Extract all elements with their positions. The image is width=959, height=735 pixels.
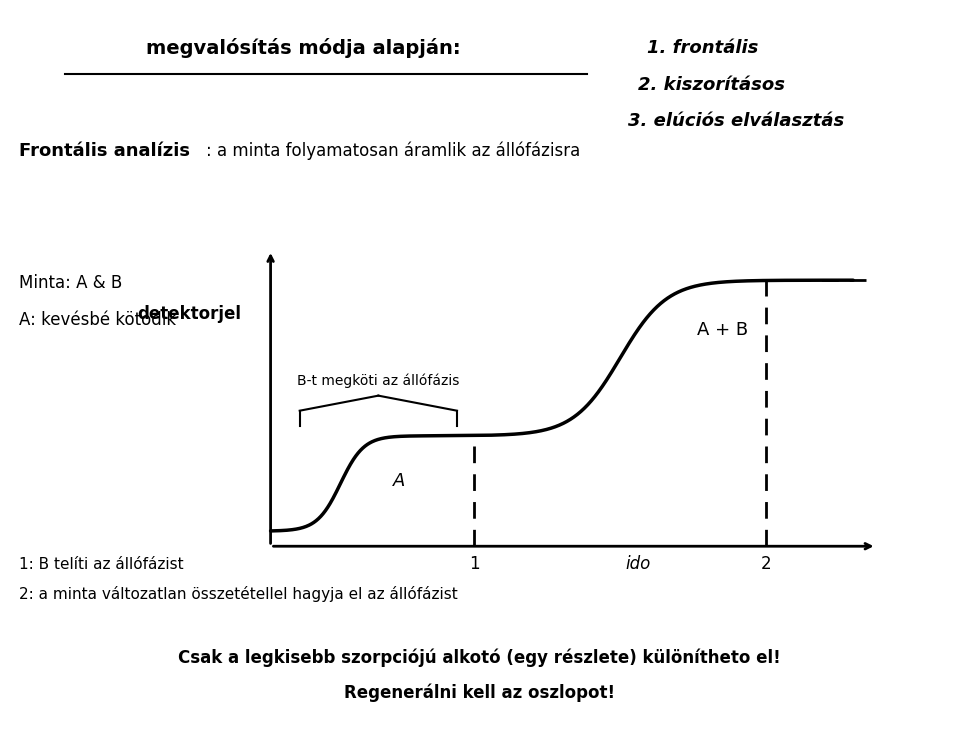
Text: 2: 2 — [760, 555, 771, 573]
Text: B-t megköti az állófázis: B-t megköti az állófázis — [297, 373, 459, 388]
Text: A: kevésbé kötodik: A: kevésbé kötodik — [19, 311, 176, 329]
Text: 2: a minta változatlan összetétellel hagyja el az állófázist: 2: a minta változatlan összetétellel hag… — [19, 586, 458, 602]
Text: Regenerálni kell az oszlopot!: Regenerálni kell az oszlopot! — [344, 683, 615, 702]
Text: Csak a legkisebb szorpciójú alkotó (egy részlete) különítheto el!: Csak a legkisebb szorpciójú alkotó (egy … — [178, 648, 781, 667]
Text: A + B: A + B — [696, 321, 748, 340]
Text: ido: ido — [625, 555, 650, 573]
Text: 1. frontális: 1. frontális — [647, 39, 759, 57]
Text: 1: B telíti az állófázist: 1: B telíti az állófázist — [19, 557, 184, 572]
Text: A: A — [392, 472, 405, 490]
Text: 1: 1 — [469, 555, 480, 573]
Text: 3. elúciós elválasztás: 3. elúciós elválasztás — [628, 112, 844, 130]
Text: Minta: A & B: Minta: A & B — [19, 274, 123, 292]
Text: megvalósítás módja alapján:: megvalósítás módja alapján: — [147, 37, 461, 58]
Text: 2. kiszorításos: 2. kiszorításos — [638, 76, 784, 93]
Text: detektorjel: detektorjel — [137, 305, 242, 323]
Text: Frontális analízis: Frontális analízis — [19, 142, 190, 159]
Text: : a minta folyamatosan áramlik az állófázisra: : a minta folyamatosan áramlik az állófá… — [206, 141, 580, 160]
